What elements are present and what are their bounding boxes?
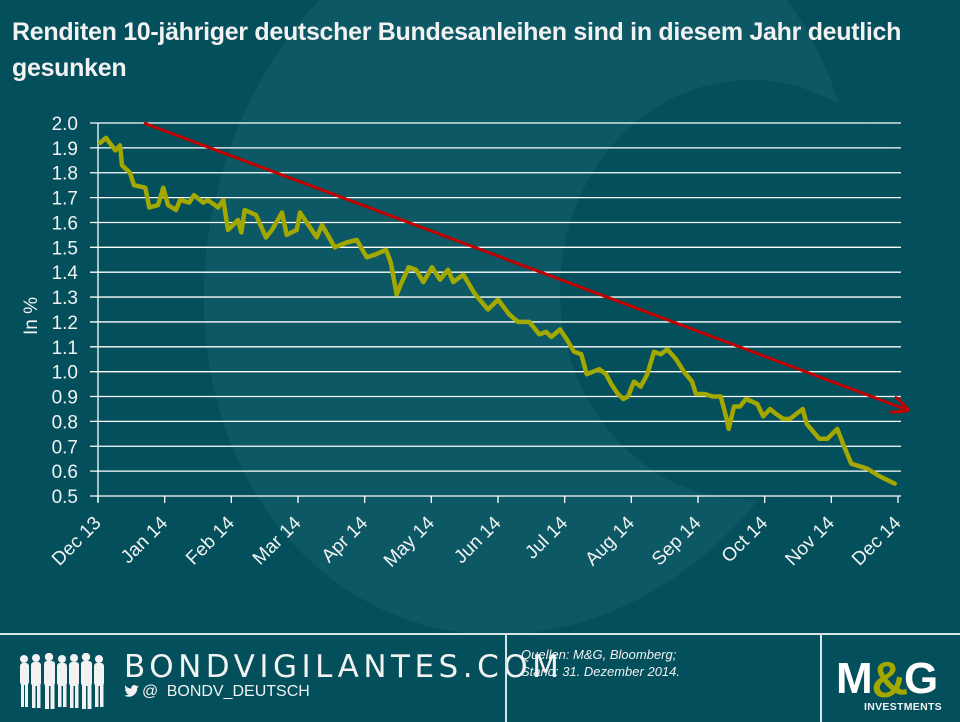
chart: 2.0 1.9 1.8 1.7 1.6 1.5 1.4 1.3 1.2 1.1 1.0 0.9 0.8 0…	[21, 114, 960, 572]
x-tick-label: Aug 14	[581, 512, 639, 570]
x-tick-label: Dec 14	[848, 512, 906, 570]
y-tick-label: 1.5	[52, 238, 78, 259]
trend-arrow	[143, 121, 905, 409]
y-tick-label: 0.9	[52, 388, 78, 409]
y-tick-label: 0.7	[52, 437, 78, 458]
svg-text:&: &	[867, 649, 911, 709]
y-axis-label: In %	[21, 297, 42, 335]
source-note: Quellen: M&G, Bloomberg; Stand: 31. Deze…	[521, 646, 680, 680]
source-line-2: Stand: 31. Dezember 2014.	[521, 664, 680, 679]
y-axis-ticks: 2.0 1.9 1.8 1.7 1.6 1.5 1.4 1.3 1.2 1.1 1.0 0.9 0.8 0…	[52, 114, 79, 508]
x-tick-label: Apr 14	[318, 512, 373, 567]
gridlines	[90, 122, 901, 502]
y-tick-label: 0.6	[52, 462, 78, 483]
twitter-handle: @ BONDV_DEUTSCH	[124, 683, 310, 701]
x-tick-label: Jul 14	[522, 512, 573, 563]
mg-investments-logo: M & G	[836, 649, 938, 709]
footer-divider	[820, 635, 822, 722]
footer: BONDVIGILANTES.COM @ BONDV_DEUTSCH Quell…	[0, 633, 960, 722]
source-line-1: Quellen: M&G, Bloomberg;	[521, 647, 677, 662]
x-tick-label: Nov 14	[781, 512, 839, 570]
twitter-handle-text: BONDV_DEUTSCH	[166, 683, 310, 700]
brand-name: BONDVIGILANTES.COM	[124, 649, 564, 685]
y-tick-label: 1.8	[52, 164, 78, 185]
svg-text:M: M	[836, 654, 870, 703]
twitter-at: @	[142, 683, 159, 700]
x-tick-label: Jan 14	[117, 512, 172, 567]
y-tick-label: 2.0	[52, 114, 78, 135]
y-tick-label: 1.4	[52, 263, 79, 284]
x-tick-label: May 14	[380, 512, 439, 571]
y-tick-label: 0.8	[52, 412, 78, 433]
y-tick-label: 1.1	[52, 338, 78, 359]
x-tick-label: Sep 14	[648, 512, 706, 570]
mg-investments-subtitle: INVESTMENTS	[864, 701, 942, 713]
y-tick-label: 0.5	[52, 487, 78, 508]
x-tick-label: Jun 14	[450, 512, 505, 567]
x-axis-ticks: Dec 13 Jan 14 Feb 14 Mar 14 Apr 14 May 14 Jun …	[48, 496, 906, 572]
svg-text:G: G	[904, 654, 938, 703]
series-line-bund-yield	[97, 135, 897, 486]
y-tick-label: 1.7	[52, 189, 78, 210]
y-tick-label: 1.3	[52, 288, 78, 309]
people-silhouette-icon	[20, 653, 104, 709]
y-tick-label: 1.9	[52, 139, 78, 160]
y-tick-label: 1.0	[52, 363, 78, 384]
chart-title: Renditen 10-jähriger deutscher Bundesanl…	[12, 18, 902, 82]
footer-divider	[505, 635, 507, 722]
x-tick-label: Feb 14	[182, 512, 239, 569]
x-tick-label: Oct 14	[718, 512, 773, 567]
twitter-bird-icon	[124, 685, 139, 697]
watermark-shape	[560, 80, 940, 500]
x-tick-label: Mar 14	[249, 512, 306, 569]
y-tick-label: 1.2	[52, 313, 78, 334]
y-tick-label: 1.6	[52, 213, 78, 234]
x-tick-label: Dec 13	[48, 513, 105, 570]
